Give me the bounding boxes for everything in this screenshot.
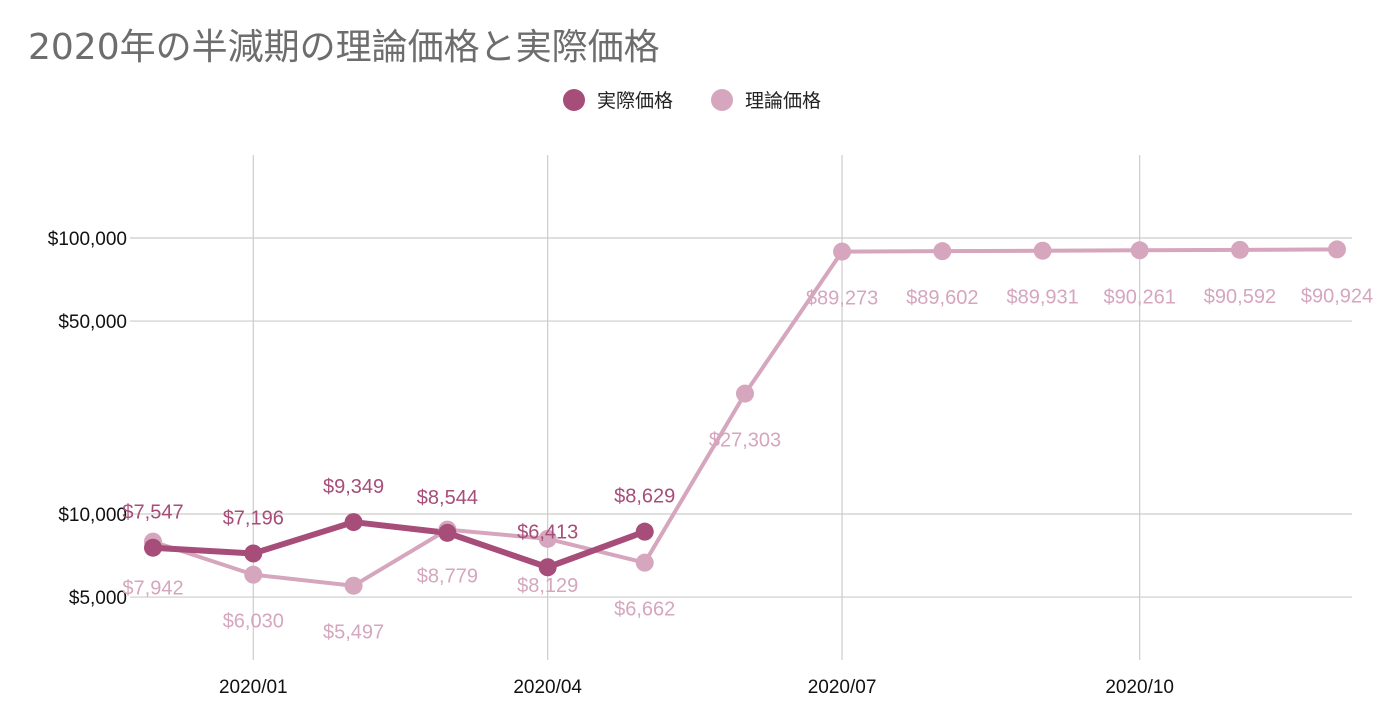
legend: 実際価格 理論価格 (0, 86, 1384, 113)
y-tick-label: $100,000 (48, 229, 127, 250)
theoretical-data-label: $90,592 (1204, 286, 1276, 308)
actual-data-label: $7,196 (223, 507, 284, 529)
theoretical-price-point (538, 529, 557, 548)
theoretical-price-point (1230, 240, 1249, 259)
actual-price-line (150, 519, 648, 571)
actual-price-point (438, 523, 457, 542)
actual-price-point (144, 538, 162, 557)
legend-item-theoretical[interactable]: 理論価格 (711, 86, 821, 113)
legend-label-theoretical: 理論価格 (745, 90, 822, 112)
actual-data-label: $8,544 (417, 487, 478, 509)
theoretical-price-point (1130, 241, 1149, 260)
theoretical-data-label: $89,602 (906, 287, 978, 309)
legend-swatch-actual (562, 88, 585, 111)
actual-data-label: $9,349 (323, 476, 384, 498)
legend-label-actual: 実際価格 (596, 90, 673, 112)
x-tick-label: 2020/07 (808, 677, 877, 698)
theoretical-data-label: $6,030 (223, 611, 284, 633)
y-tick-label: $50,000 (58, 312, 127, 333)
x-tick-label: 2020/10 (1105, 677, 1174, 698)
theoretical-data-label: $27,303 (709, 430, 781, 452)
legend-swatch-theoretical (711, 88, 733, 111)
actual-price-point (244, 544, 263, 563)
theoretical-price-point (736, 384, 754, 403)
theoretical-data-label: $89,273 (806, 288, 878, 310)
theoretical-data-label: $6,662 (614, 599, 675, 621)
actual-price-point (635, 522, 654, 541)
legend-item-actual[interactable]: 実際価格 (562, 86, 673, 113)
actual-price-point (538, 558, 557, 577)
theoretical-data-label: $89,931 (1006, 287, 1078, 309)
chart-title: 2020年の半減期の理論価格と実際価格 (28, 27, 660, 68)
actual-data-label: $6,413 (517, 521, 578, 543)
theoretical-data-label: $7,942 (122, 578, 183, 600)
theoretical-data-label: $90,924 (1301, 285, 1373, 307)
theoretical-data-label: $8,779 (417, 566, 478, 588)
theoretical-data-label: $8,129 (517, 575, 578, 597)
x-tick-label: 2020/01 (219, 677, 288, 698)
actual-price-point (344, 513, 363, 532)
y-tick-label: $10,000 (58, 505, 127, 526)
theoretical-price-point (1033, 241, 1052, 260)
x-tick-label: 2020/04 (513, 677, 582, 698)
actual-data-label: $8,629 (614, 486, 675, 508)
theoretical-price-point (635, 553, 654, 572)
theoretical-data-label: $5,497 (323, 622, 384, 644)
theoretical-price-point (344, 576, 363, 595)
theoretical-price-point (933, 242, 952, 261)
theoretical-price-point (833, 242, 852, 261)
theoretical-price-point (1328, 240, 1346, 259)
actual-data-label: $7,547 (122, 502, 183, 524)
theoretical-price-point (244, 565, 263, 584)
y-tick-label: $5,000 (69, 588, 127, 609)
theoretical-data-label: $90,261 (1104, 286, 1176, 308)
